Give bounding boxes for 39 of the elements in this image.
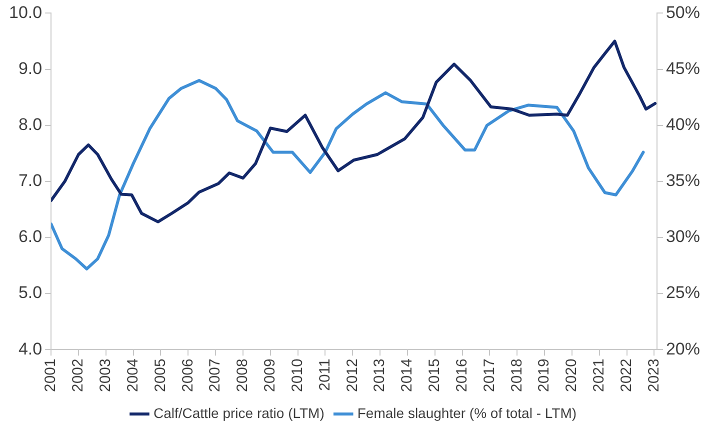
legend-label: Female slaughter (% of total - LTM)	[357, 404, 577, 421]
x-tick-label: 2019	[536, 358, 553, 392]
x-tick-label: 2007	[206, 358, 224, 392]
legend-label: Calf/Cattle price ratio (LTM)	[153, 404, 324, 421]
x-tick-label: 2003	[97, 358, 114, 392]
x-tick-label: 2020	[563, 358, 580, 392]
x-tick-label: 2017	[480, 358, 498, 392]
x-tick-label: 2018	[508, 358, 526, 392]
y-tick-label: 8.0	[18, 115, 42, 134]
x-tick-label: 2021	[590, 358, 608, 392]
x-tick-label: 2011	[316, 358, 334, 391]
y-tick-label: 6.0	[18, 227, 42, 246]
x-tick-label: 2012	[344, 358, 361, 392]
y2-tick-label: 30%	[666, 227, 700, 246]
x-tick-label: 2005	[152, 358, 169, 392]
y-tick-label: 9.0	[18, 58, 42, 78]
y-tick-label: 4.0	[18, 339, 42, 358]
x-tick-label: 2015	[426, 358, 444, 392]
y2-tick-label: 40%	[666, 115, 700, 134]
x-tick-label: 2008	[234, 358, 252, 392]
y2-tick-label: 45%	[666, 58, 700, 78]
x-tick-label: 2001	[42, 358, 60, 392]
y2-tick-label: 35%	[666, 171, 700, 190]
y2-tick-label: 50%	[666, 2, 700, 22]
x-tick-label: 2023	[645, 358, 662, 392]
x-tick-label: 2009	[262, 358, 279, 392]
x-tick-label: 2010	[288, 358, 306, 392]
y-tick-label: 5.0	[18, 283, 42, 302]
x-tick-label: 2006	[179, 358, 196, 392]
x-tick-label: 2016	[453, 358, 470, 392]
y2-tick-label: 25%	[666, 283, 700, 302]
x-tick-label: 2014	[398, 358, 416, 392]
x-tick-label: 2002	[70, 358, 87, 392]
x-tick-label: 2013	[371, 358, 388, 392]
x-tick-label: 2022	[618, 358, 635, 392]
x-tick-label: 2004	[124, 358, 142, 392]
y-tick-label: 7.0	[18, 171, 42, 190]
y2-tick-label: 20%	[666, 339, 700, 358]
y-tick-label: 10.0	[8, 2, 42, 22]
